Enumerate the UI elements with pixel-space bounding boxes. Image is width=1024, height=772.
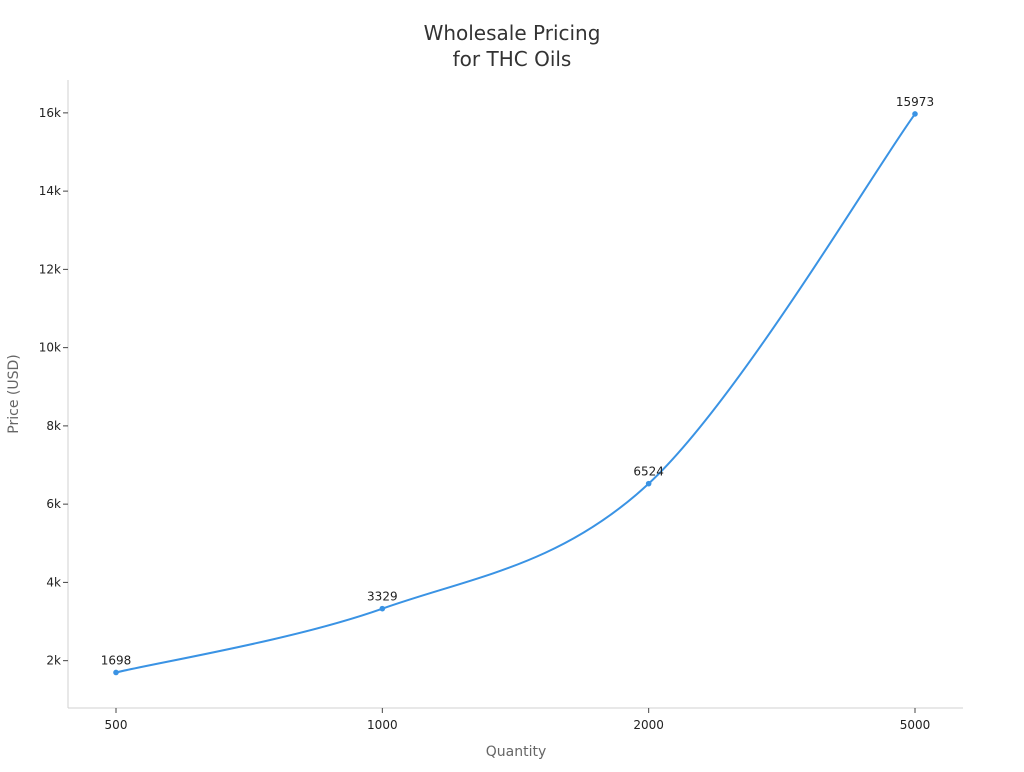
y-tick-label: 2k — [46, 654, 61, 668]
x-tick-label: 2000 — [633, 718, 664, 732]
data-label: 3329 — [367, 590, 398, 604]
y-tick-label: 10k — [39, 341, 61, 355]
y-tick-label: 8k — [46, 419, 61, 433]
y-tick-label: 6k — [46, 497, 61, 511]
y-tick-label: 4k — [46, 575, 61, 589]
data-point — [379, 605, 386, 612]
data-label: 6524 — [633, 465, 664, 479]
y-tick-label: 12k — [39, 262, 61, 276]
chart-title-line-1: Wholesale Pricing — [424, 21, 601, 45]
x-axis-label: Quantity — [486, 744, 547, 760]
y-tick-label: 14k — [39, 184, 61, 198]
series-line — [115, 113, 916, 674]
x-tick-label: 500 — [105, 718, 128, 732]
data-point — [912, 111, 918, 117]
x-tick-label: 5000 — [900, 718, 931, 732]
data-label: 1698 — [101, 653, 132, 667]
chart-title-line-2: for THC Oils — [453, 47, 572, 71]
data-point — [645, 480, 652, 487]
data-label: 15973 — [896, 95, 934, 109]
y-tick-label: 16k — [39, 106, 61, 120]
y-axis-label: Price (USD) — [6, 354, 22, 433]
x-tick-label: 1000 — [367, 718, 398, 732]
data-point — [113, 669, 119, 676]
